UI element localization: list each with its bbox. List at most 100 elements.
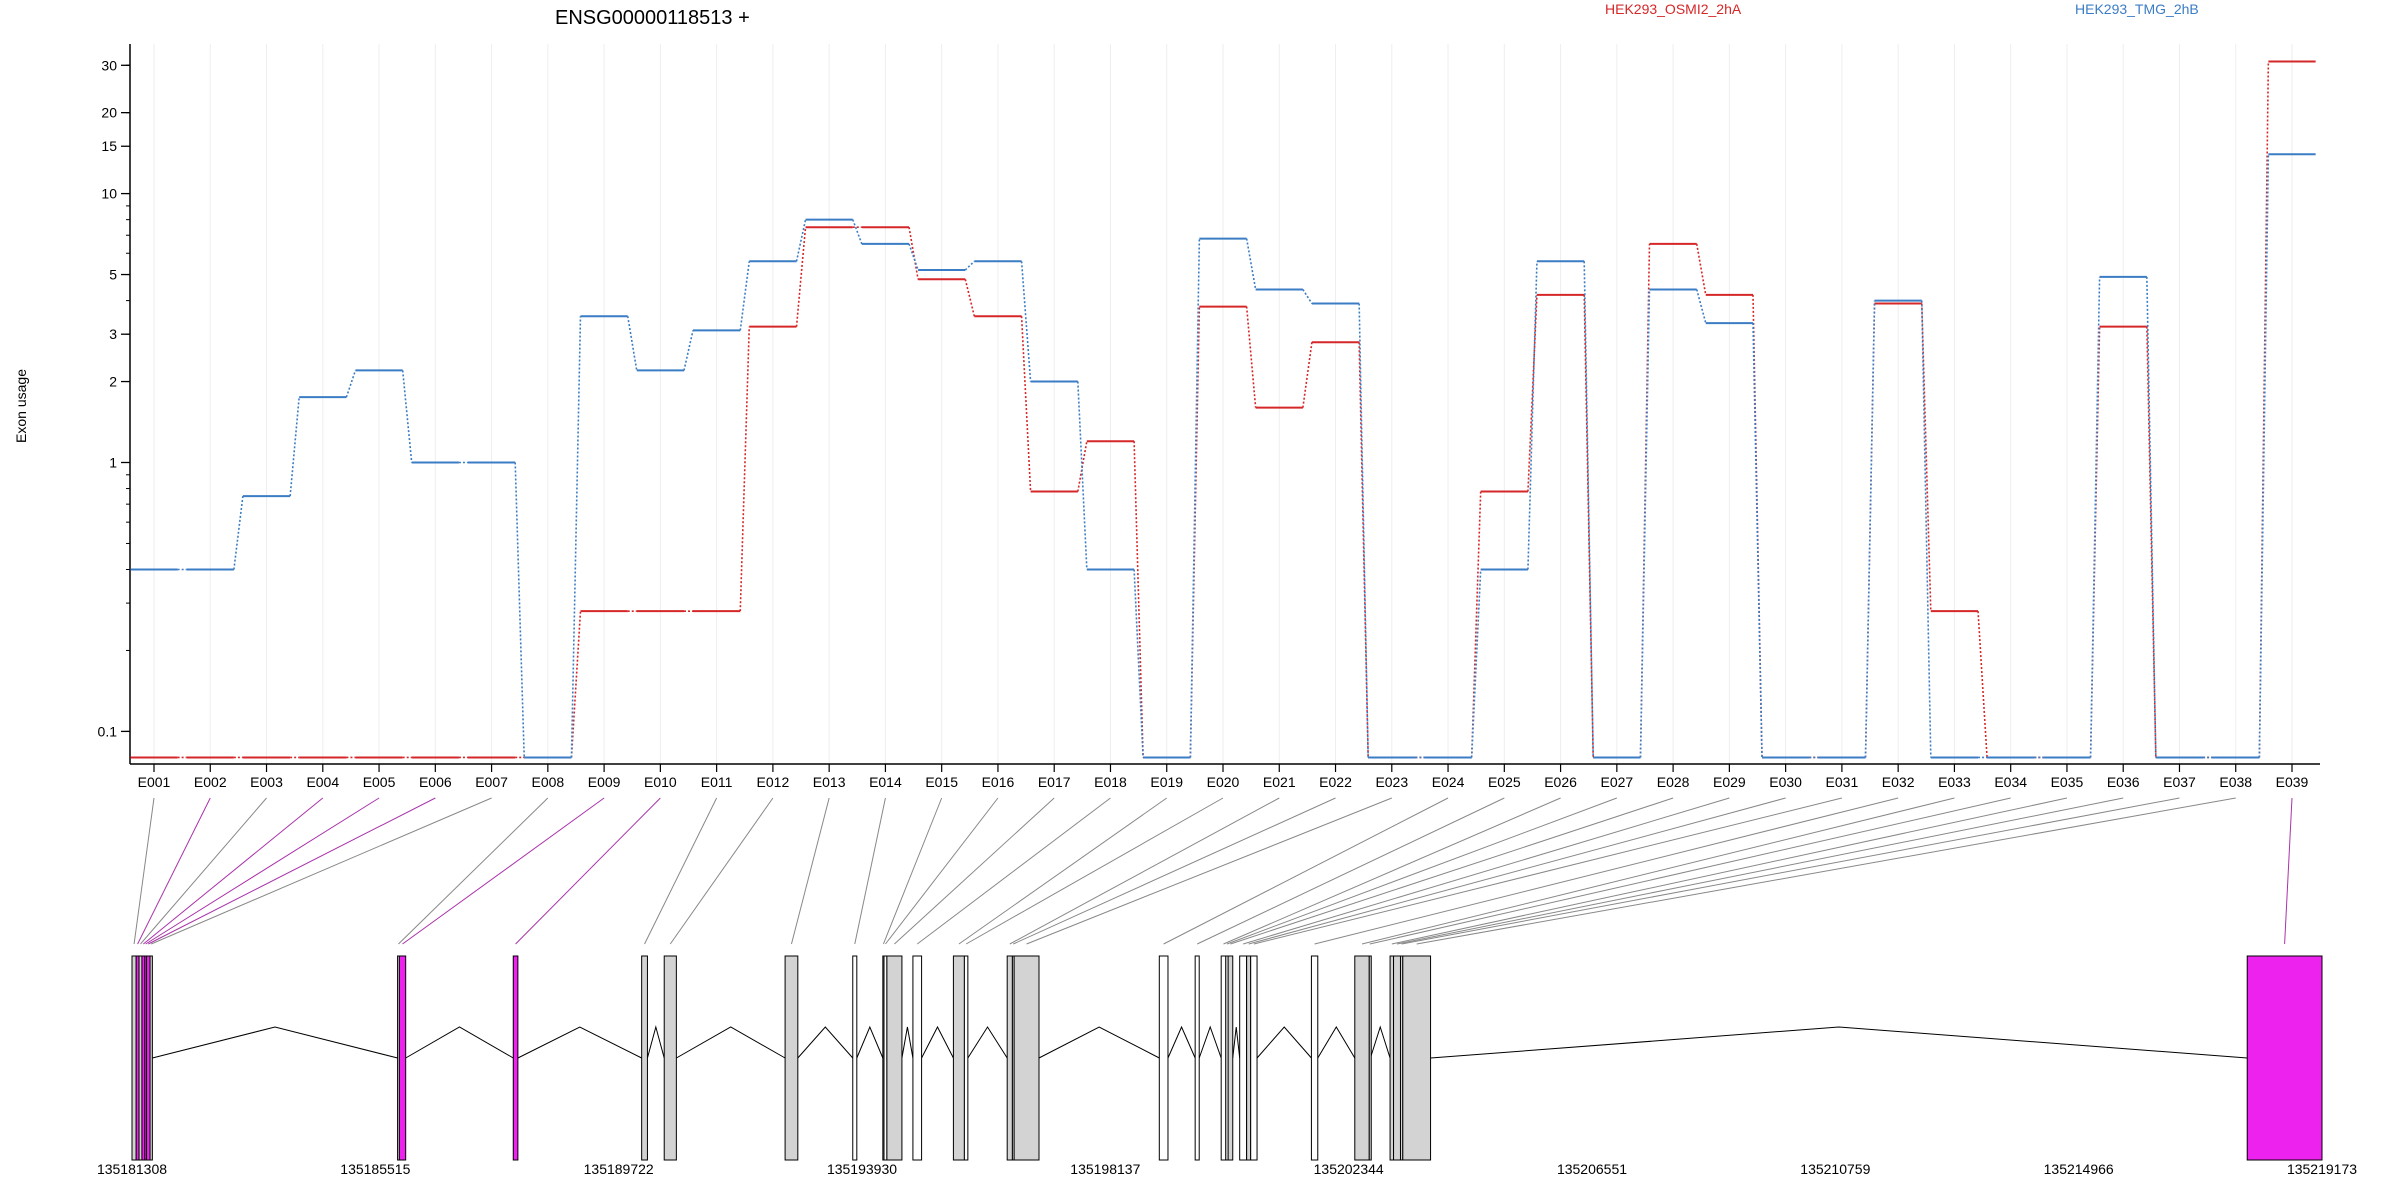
- connector-E017: [894, 797, 1055, 945]
- exon-box-E026: [1220, 955, 1227, 1161]
- intron-line: [901, 1026, 914, 1059]
- x-tick-label-E015: E015: [925, 774, 958, 790]
- connector-E012: [669, 797, 774, 945]
- series-join: [626, 316, 638, 371]
- x-tick-label-E013: E013: [813, 774, 846, 790]
- x-tick-label-E025: E025: [1488, 774, 1521, 790]
- x-tick-label-E009: E009: [588, 774, 621, 790]
- vertical-gridlines: [153, 44, 2293, 764]
- x-tick-label-E006: E006: [419, 774, 452, 790]
- x-tick-label-E016: E016: [982, 774, 1015, 790]
- exon-box-E032: [1310, 955, 1319, 1161]
- y-tick-label: 1: [109, 454, 117, 470]
- x-tick-label-E035: E035: [2051, 774, 2084, 790]
- gene-model: [131, 955, 2323, 1161]
- genomic-tick-label: 135202344: [1314, 1161, 1384, 1177]
- y-tick-label: 30: [101, 57, 117, 73]
- series-join: [739, 326, 751, 612]
- connector-E001: [133, 797, 155, 945]
- intron-line: [1232, 1026, 1241, 1059]
- intron-line: [676, 1026, 786, 1059]
- x-tick-label-E034: E034: [1994, 774, 2027, 790]
- series-join: [1977, 611, 1988, 758]
- x-tick-label-E004: E004: [306, 774, 339, 790]
- x-tick-label-E028: E028: [1657, 774, 1690, 790]
- exon-box-E001: [131, 955, 137, 1161]
- series-join: [1020, 261, 1032, 382]
- exon-box-E023: [1013, 955, 1040, 1161]
- legend-label-control: HEK293_TMG_2hB: [2075, 1, 2199, 17]
- series-join: [1133, 441, 1144, 758]
- intron-line: [797, 1026, 854, 1059]
- intron-line: [967, 1026, 1008, 1059]
- connector-E030: [1248, 797, 1786, 945]
- intron-line: [152, 1026, 398, 1059]
- exon-box-E018: [912, 955, 923, 1161]
- series-join: [1920, 303, 1932, 612]
- series-join: [795, 227, 807, 327]
- connector-E018: [916, 797, 1111, 945]
- connector-E007: [151, 797, 492, 945]
- x-tick-label-E023: E023: [1375, 774, 1408, 790]
- intron-line: [1038, 1026, 1160, 1059]
- exon-box-E033: [1354, 955, 1370, 1161]
- series-join: [1583, 294, 1595, 758]
- series-join: [2146, 276, 2157, 758]
- series-join: [1358, 342, 1369, 758]
- exon-box-E020: [963, 955, 969, 1161]
- series-join: [908, 227, 919, 280]
- y-tick-label: 5: [109, 267, 117, 283]
- intron-line: [1256, 1026, 1312, 1059]
- exon-box-E024: [1158, 955, 1169, 1161]
- series-join: [1189, 238, 1201, 758]
- exon-box-E036: [1393, 955, 1401, 1161]
- x-tick-label-E037: E037: [2163, 774, 2196, 790]
- intron-line: [1369, 1025, 1391, 1059]
- series-join: [1302, 342, 1313, 408]
- y-tick-label: 2: [109, 374, 117, 390]
- series-join: [908, 243, 919, 271]
- x-tick-label-E007: E007: [475, 774, 508, 790]
- series-join: [514, 462, 526, 758]
- x-tick-label-E014: E014: [869, 774, 902, 790]
- x-tick-label-E039: E039: [2276, 774, 2309, 790]
- genomic-tick-label: 135206551: [1557, 1161, 1627, 1177]
- series-join: [795, 219, 807, 262]
- series-join: [1752, 323, 1763, 758]
- connector-E014: [854, 797, 886, 945]
- x-tick-label-E027: E027: [1600, 774, 1633, 790]
- exon-box-E031: [1250, 955, 1258, 1161]
- series-join: [683, 330, 694, 371]
- x-tick-label-E005: E005: [363, 774, 396, 790]
- x-tick-label-E024: E024: [1432, 774, 1465, 790]
- connector-E006: [148, 797, 436, 945]
- x-tick-label-E021: E021: [1263, 774, 1296, 790]
- intron-line: [1430, 1026, 2248, 1059]
- genomic-tick-label: 135214966: [2044, 1161, 2114, 1177]
- x-tick-label-E012: E012: [757, 774, 790, 790]
- exon-box-E017: [886, 955, 903, 1161]
- x-tick-label-E020: E020: [1207, 774, 1240, 790]
- series-join: [1864, 300, 1876, 758]
- genomic-tick-label: 135219173: [2287, 1161, 2357, 1177]
- genomic-coordinate-axis: 135181308 135185515 135189722 135193930 1351…: [97, 1161, 2357, 1177]
- intron-line: [1317, 1026, 1356, 1059]
- y-tick-label: 0.1: [98, 723, 118, 739]
- connector-E015: [882, 797, 943, 945]
- y-axis: 0.1 1 2 3 5 10 15 20 30: [98, 44, 131, 764]
- x-tick-label-E029: E029: [1713, 774, 1746, 790]
- exon-box-E038: [1402, 955, 1432, 1161]
- x-axis: E001 E002 E003 E004 E005 E006 E007 E008 E009 E010…: [130, 763, 2320, 790]
- genomic-tick-label: 135185515: [340, 1161, 410, 1177]
- exon-box-E012: [663, 955, 677, 1161]
- intron-line: [1167, 1025, 1196, 1059]
- exon-box-E039: [2246, 955, 2323, 1161]
- connector-E003: [140, 797, 267, 945]
- series-join: [1020, 316, 1032, 492]
- intron-line: [921, 1025, 954, 1059]
- series-join: [570, 611, 582, 758]
- y-tick-label: 20: [101, 105, 117, 121]
- series-join: [1302, 289, 1313, 304]
- exon-box-E035: [1389, 955, 1395, 1161]
